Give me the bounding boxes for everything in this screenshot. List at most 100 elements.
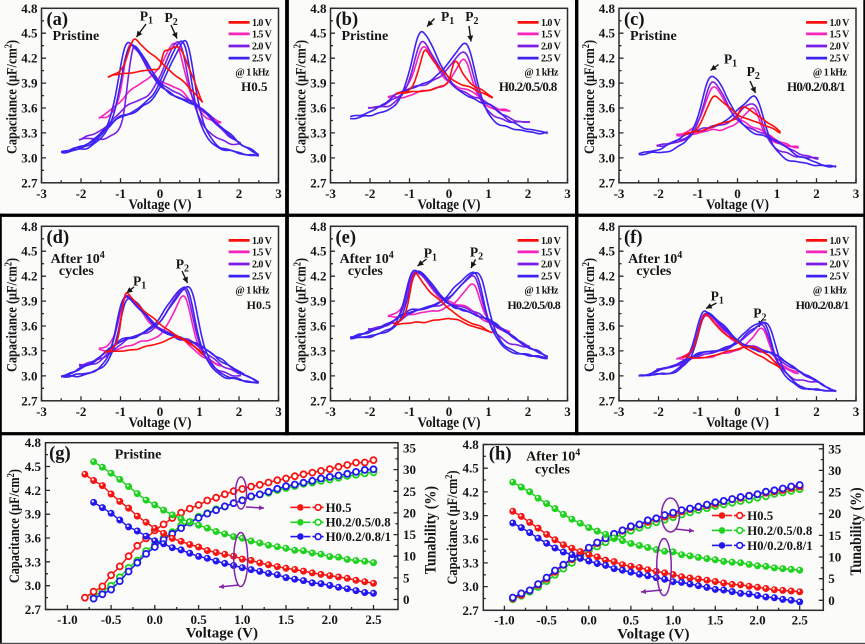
svg-text:30: 30 bbox=[828, 463, 841, 478]
svg-text:20: 20 bbox=[828, 506, 841, 521]
svg-text:H0/0.2/0.8/1: H0/0.2/0.8/1 bbox=[747, 539, 812, 553]
svg-text:Voltage (V): Voltage (V) bbox=[706, 414, 769, 431]
svg-text:0: 0 bbox=[828, 593, 835, 608]
svg-text:After 104: After 104 bbox=[340, 250, 394, 267]
svg-text:Tunability (%): Tunability (%) bbox=[848, 487, 865, 575]
svg-text:2.0 V: 2.0 V bbox=[252, 42, 273, 53]
svg-text:cycles: cycles bbox=[636, 264, 672, 279]
svg-text:1.0 V: 1.0 V bbox=[830, 236, 851, 247]
svg-text:35: 35 bbox=[403, 441, 417, 456]
svg-text:25: 25 bbox=[403, 484, 417, 499]
svg-text:-2: -2 bbox=[653, 186, 664, 201]
svg-text:Pristine: Pristine bbox=[342, 29, 389, 44]
svg-text:3.9: 3.9 bbox=[599, 294, 616, 309]
svg-text:@ 1 kHz: @ 1 kHz bbox=[813, 286, 848, 297]
svg-text:1.5: 1.5 bbox=[707, 613, 724, 628]
svg-text:-3: -3 bbox=[614, 404, 625, 419]
svg-text:-2: -2 bbox=[76, 186, 87, 201]
svg-text:4.8: 4.8 bbox=[463, 437, 480, 452]
svg-text:(a): (a) bbox=[47, 10, 69, 30]
svg-text:3.3: 3.3 bbox=[599, 343, 616, 358]
svg-text:(c): (c) bbox=[624, 10, 645, 30]
svg-text:2.0 V: 2.0 V bbox=[830, 42, 851, 53]
svg-text:0.5: 0.5 bbox=[623, 613, 640, 628]
svg-text:3.9: 3.9 bbox=[599, 76, 616, 91]
svg-text:cycles: cycles bbox=[59, 264, 95, 279]
svg-text:Capacitance (μF/cm2): Capacitance (μF/cm2) bbox=[444, 470, 460, 584]
svg-text:3.9: 3.9 bbox=[310, 294, 327, 309]
svg-text:4.5: 4.5 bbox=[310, 26, 327, 41]
svg-text:3.6: 3.6 bbox=[599, 319, 616, 334]
svg-text:4.5: 4.5 bbox=[25, 459, 42, 474]
svg-text:4.2: 4.2 bbox=[21, 51, 37, 66]
svg-text:3.0: 3.0 bbox=[599, 368, 615, 383]
svg-text:2.5: 2.5 bbox=[365, 612, 382, 627]
svg-text:0.0: 0.0 bbox=[581, 613, 597, 628]
svg-text:1.5 V: 1.5 V bbox=[830, 248, 851, 259]
svg-text:4.2: 4.2 bbox=[310, 269, 326, 284]
svg-text:2.7: 2.7 bbox=[25, 602, 42, 617]
svg-text:After 104: After 104 bbox=[628, 250, 682, 267]
svg-text:2: 2 bbox=[236, 186, 243, 201]
svg-text:4.8: 4.8 bbox=[599, 219, 616, 234]
svg-text:3.0: 3.0 bbox=[21, 150, 37, 165]
svg-text:4.5: 4.5 bbox=[463, 461, 480, 476]
svg-text:3.9: 3.9 bbox=[310, 76, 327, 91]
svg-text:2: 2 bbox=[813, 186, 820, 201]
svg-text:-0.5: -0.5 bbox=[536, 613, 557, 628]
svg-text:H0.2/0.5/0.8: H0.2/0.5/0.8 bbox=[747, 524, 812, 538]
svg-text:3.3: 3.3 bbox=[25, 554, 42, 569]
svg-text:Pristine: Pristine bbox=[53, 29, 100, 44]
svg-text:4.2: 4.2 bbox=[310, 51, 326, 66]
svg-text:3: 3 bbox=[275, 404, 282, 419]
svg-text:-2: -2 bbox=[365, 404, 376, 419]
svg-text:Pristine: Pristine bbox=[630, 29, 677, 44]
svg-text:3.6: 3.6 bbox=[25, 531, 42, 546]
svg-text:-1.0: -1.0 bbox=[494, 613, 515, 628]
svg-text:4.5: 4.5 bbox=[599, 26, 616, 41]
svg-text:3.9: 3.9 bbox=[21, 76, 38, 91]
svg-text:3.6: 3.6 bbox=[21, 319, 38, 334]
svg-text:Voltage (V): Voltage (V) bbox=[129, 414, 192, 431]
svg-text:2.5 V: 2.5 V bbox=[252, 272, 273, 283]
svg-text:3.6: 3.6 bbox=[599, 101, 616, 116]
svg-text:2: 2 bbox=[236, 404, 243, 419]
svg-text:4.8: 4.8 bbox=[21, 1, 38, 16]
svg-text:-1.0: -1.0 bbox=[57, 612, 78, 627]
svg-text:-2: -2 bbox=[76, 404, 87, 419]
svg-text:Tunability (%): Tunability (%) bbox=[423, 486, 440, 574]
svg-text:@ 1 kHz: @ 1 kHz bbox=[235, 286, 270, 297]
svg-text:H0.2/0.5/0.8: H0.2/0.5/0.8 bbox=[499, 79, 558, 94]
svg-text:0: 0 bbox=[157, 186, 164, 201]
svg-text:H0.5: H0.5 bbox=[326, 501, 352, 515]
svg-text:Capacitance (μF/cm2): Capacitance (μF/cm2) bbox=[3, 40, 19, 154]
svg-text:2.5 V: 2.5 V bbox=[830, 54, 851, 65]
svg-text:0: 0 bbox=[157, 404, 164, 419]
svg-text:After 104: After 104 bbox=[51, 250, 105, 267]
svg-text:cycles: cycles bbox=[348, 264, 384, 279]
svg-text:Pristine: Pristine bbox=[115, 448, 162, 463]
svg-text:2.0: 2.0 bbox=[322, 612, 338, 627]
svg-text:(e): (e) bbox=[336, 228, 357, 248]
svg-text:Capacitance (μF/cm2): Capacitance (μF/cm2) bbox=[6, 469, 22, 583]
svg-text:4.2: 4.2 bbox=[599, 269, 615, 284]
svg-text:@ 1 kHz: @ 1 kHz bbox=[813, 68, 848, 79]
svg-text:3.3: 3.3 bbox=[310, 343, 327, 358]
svg-text:2.0 V: 2.0 V bbox=[541, 42, 562, 53]
svg-text:3.0: 3.0 bbox=[310, 150, 326, 165]
svg-text:3: 3 bbox=[853, 186, 860, 201]
svg-text:1: 1 bbox=[774, 186, 781, 201]
svg-text:-0.5: -0.5 bbox=[101, 612, 122, 627]
svg-text:4.8: 4.8 bbox=[310, 1, 327, 16]
svg-text:10: 10 bbox=[828, 550, 841, 565]
svg-text:1.0: 1.0 bbox=[234, 612, 250, 627]
svg-text:3.0: 3.0 bbox=[599, 150, 615, 165]
svg-text:1.0 V: 1.0 V bbox=[830, 18, 851, 29]
svg-text:(b): (b) bbox=[336, 10, 359, 30]
svg-text:1.0 V: 1.0 V bbox=[252, 236, 273, 247]
svg-text:1.5 V: 1.5 V bbox=[541, 30, 562, 41]
svg-text:0: 0 bbox=[734, 404, 741, 419]
svg-text:H0.5: H0.5 bbox=[747, 509, 773, 523]
svg-text:4.2: 4.2 bbox=[21, 269, 37, 284]
svg-text:-3: -3 bbox=[614, 186, 625, 201]
